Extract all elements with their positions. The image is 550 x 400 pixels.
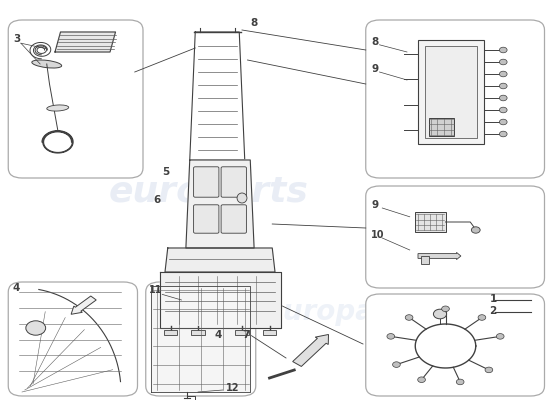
Text: 6: 6: [153, 195, 161, 205]
Circle shape: [485, 367, 493, 373]
Bar: [235, 330, 249, 335]
FancyBboxPatch shape: [194, 205, 219, 233]
Bar: [164, 330, 177, 335]
Bar: [425, 46, 477, 138]
Circle shape: [456, 379, 464, 385]
Text: 3: 3: [14, 34, 21, 44]
Circle shape: [433, 309, 447, 319]
FancyArrow shape: [293, 334, 328, 366]
Polygon shape: [151, 286, 250, 392]
Text: 8: 8: [371, 37, 378, 47]
Circle shape: [496, 334, 504, 339]
FancyBboxPatch shape: [146, 282, 256, 396]
Bar: [418, 40, 484, 144]
Circle shape: [499, 95, 507, 101]
Bar: [421, 256, 429, 264]
Text: europarts: europarts: [109, 175, 309, 209]
FancyBboxPatch shape: [221, 205, 246, 233]
Text: 9: 9: [371, 64, 378, 74]
FancyArrow shape: [418, 252, 461, 260]
Circle shape: [387, 334, 395, 339]
Ellipse shape: [47, 105, 69, 111]
Circle shape: [417, 377, 425, 382]
Circle shape: [478, 315, 486, 320]
FancyBboxPatch shape: [366, 186, 544, 288]
FancyBboxPatch shape: [221, 167, 246, 197]
FancyBboxPatch shape: [8, 20, 143, 178]
Polygon shape: [160, 272, 280, 328]
Circle shape: [499, 47, 507, 53]
Text: 4: 4: [214, 330, 222, 340]
FancyBboxPatch shape: [366, 20, 544, 178]
Bar: [263, 330, 276, 335]
Circle shape: [499, 59, 507, 65]
FancyArrow shape: [71, 296, 96, 314]
FancyBboxPatch shape: [366, 294, 544, 396]
Text: europarts: europarts: [265, 298, 417, 326]
FancyBboxPatch shape: [8, 282, 138, 396]
Text: 11: 11: [148, 285, 162, 295]
Ellipse shape: [237, 193, 247, 203]
Polygon shape: [55, 32, 116, 52]
Bar: [415, 212, 446, 232]
Polygon shape: [165, 248, 275, 272]
Circle shape: [499, 107, 507, 113]
Ellipse shape: [32, 60, 62, 68]
Polygon shape: [186, 160, 254, 248]
FancyBboxPatch shape: [194, 167, 219, 197]
Text: 10: 10: [371, 230, 385, 240]
Circle shape: [405, 315, 413, 320]
Circle shape: [499, 131, 507, 137]
Circle shape: [499, 83, 507, 89]
Bar: [191, 330, 205, 335]
Bar: [429, 118, 454, 136]
Text: 8: 8: [250, 18, 257, 28]
Circle shape: [26, 321, 46, 335]
Text: 7: 7: [242, 330, 249, 340]
Text: 12: 12: [226, 383, 239, 393]
Text: 2: 2: [490, 306, 497, 316]
Text: 1: 1: [490, 294, 497, 304]
Text: 4: 4: [12, 283, 19, 293]
Circle shape: [393, 362, 400, 367]
Circle shape: [499, 71, 507, 77]
Circle shape: [499, 119, 507, 125]
Text: 5: 5: [162, 167, 170, 177]
Circle shape: [471, 227, 480, 233]
Circle shape: [442, 306, 449, 312]
Text: 9: 9: [371, 200, 378, 210]
